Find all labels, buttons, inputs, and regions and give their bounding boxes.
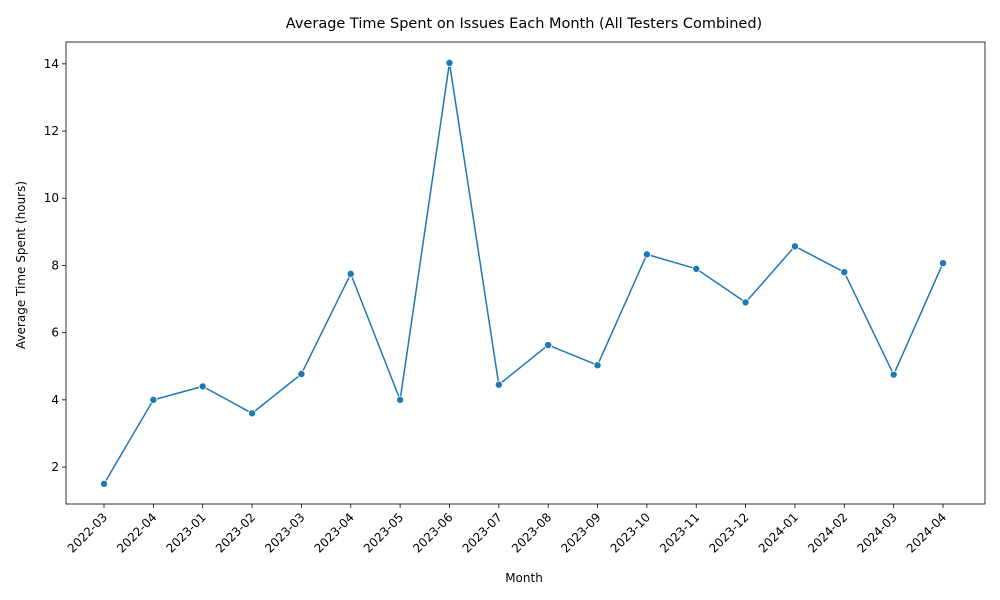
data-point <box>889 370 898 379</box>
x-tick-label: 2023-08 <box>509 510 554 555</box>
data-point <box>149 395 158 404</box>
x-tick-label: 2022-03 <box>65 510 110 555</box>
data-point <box>840 268 849 277</box>
data-point <box>741 298 750 307</box>
x-tick-label: 2023-04 <box>312 510 357 555</box>
data-point <box>692 264 701 273</box>
data-point <box>593 361 602 370</box>
y-tick-label: 8 <box>51 258 59 272</box>
x-tick-label: 2023-02 <box>213 510 258 555</box>
data-point <box>248 409 257 418</box>
y-tick-label: 6 <box>51 326 59 340</box>
data-point <box>642 250 651 259</box>
x-tick-label: 2023-01 <box>163 510 208 555</box>
x-tick-label: 2023-11 <box>657 510 702 555</box>
data-point <box>396 395 405 404</box>
data-point <box>198 382 207 391</box>
y-tick-label: 12 <box>44 124 59 138</box>
y-tick-label: 4 <box>51 393 59 407</box>
x-tick-label: 2023-09 <box>558 510 603 555</box>
chart-title: Average Time Spent on Issues Each Month … <box>286 16 762 32</box>
plot-frame <box>65 41 986 505</box>
x-tick-label: 2023-07 <box>460 510 505 555</box>
data-point <box>544 341 553 350</box>
x-tick-label: 2023-10 <box>608 510 653 555</box>
x-tick-label: 2024-02 <box>805 510 850 555</box>
data-point <box>790 242 799 251</box>
x-axis-title: Month <box>505 571 543 585</box>
data-point <box>445 58 454 67</box>
x-tick-label: 2024-03 <box>854 510 899 555</box>
x-tick-label: 2023-05 <box>361 510 406 555</box>
data-point <box>100 479 109 488</box>
x-tick-label: 2023-03 <box>262 510 307 555</box>
data-point <box>297 369 306 378</box>
data-point <box>494 380 503 389</box>
x-tick-label: 2022-04 <box>114 510 159 555</box>
x-tick-label: 2024-04 <box>904 510 949 555</box>
x-tick-label: 2023-12 <box>706 510 751 555</box>
y-axis-title: Average Time Spent (hours) <box>14 181 28 349</box>
y-tick-label: 2 <box>51 460 59 474</box>
x-tick-label: 2024-01 <box>756 510 801 555</box>
x-tick-label: 2023-06 <box>410 510 455 555</box>
y-tick-label: 10 <box>44 191 59 205</box>
series-line <box>103 62 944 485</box>
y-tick-label: 14 <box>44 57 59 71</box>
data-point <box>939 259 948 268</box>
data-point <box>346 269 355 278</box>
